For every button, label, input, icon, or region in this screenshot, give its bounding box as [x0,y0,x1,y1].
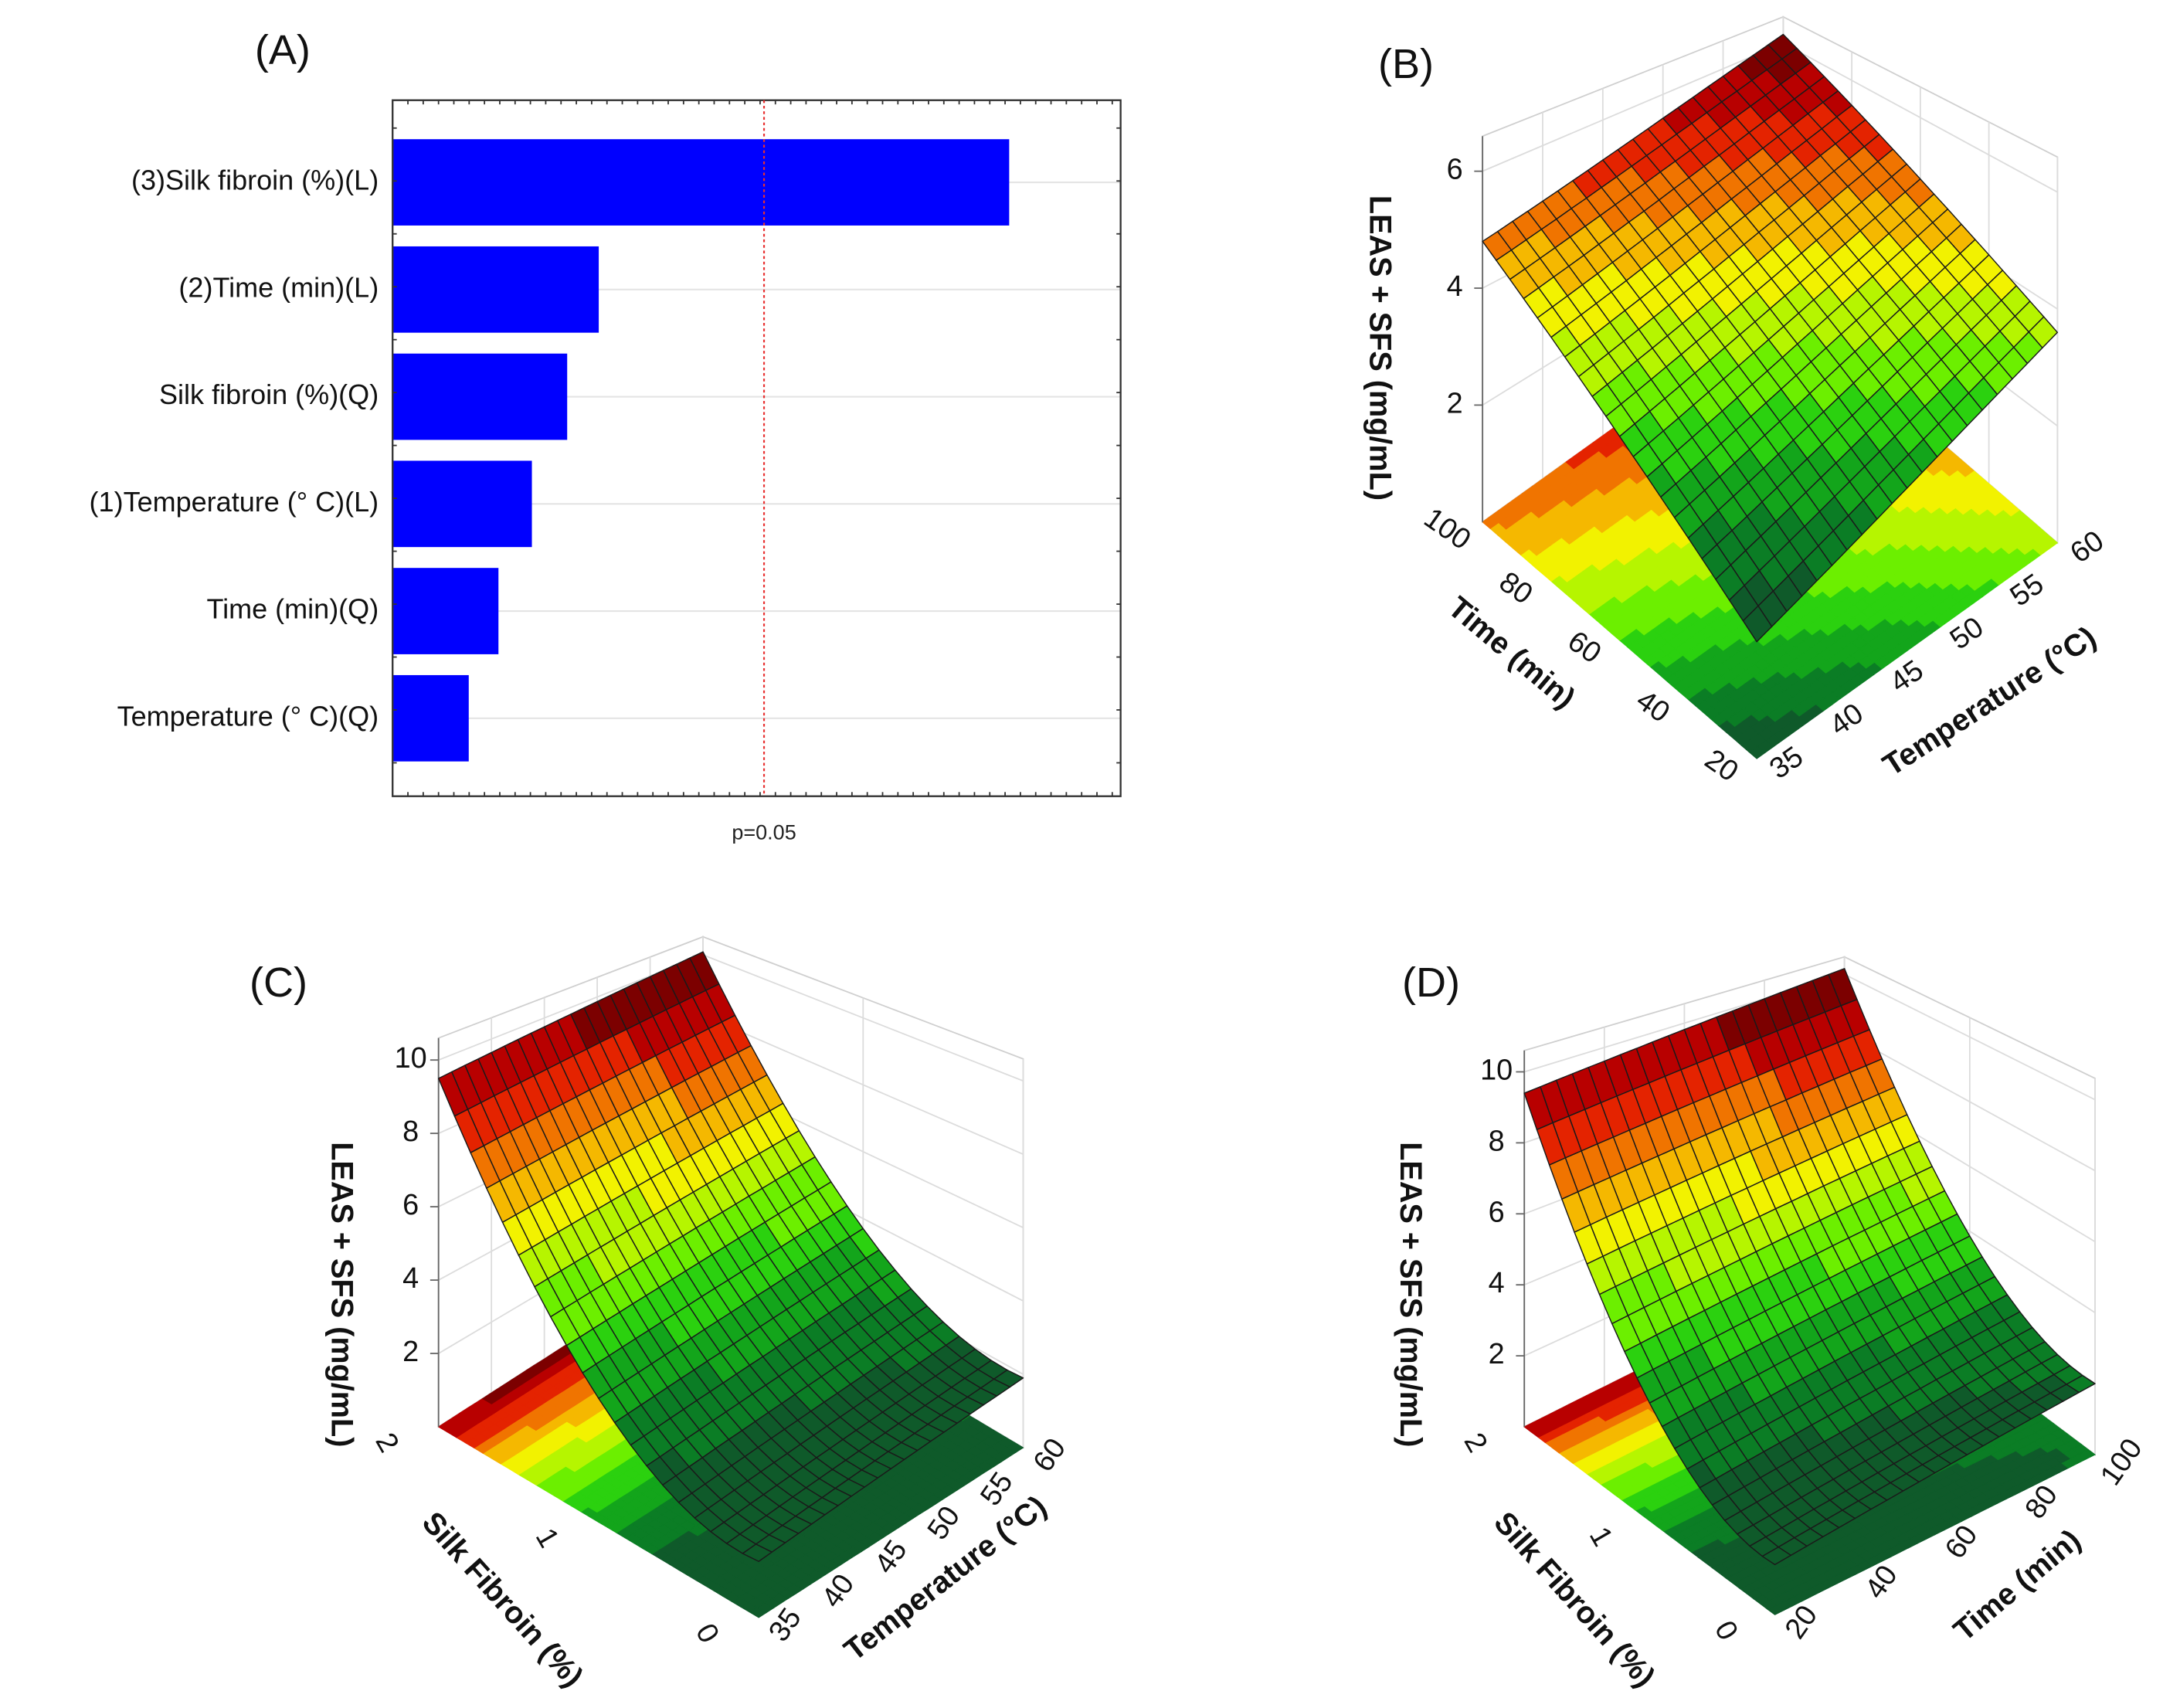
response-surface [1482,33,2059,643]
z-axis: 2 4 6 8 10 [1480,1050,1526,1428]
surface-plot-b: (B) 24635404550556020406080100Temperatur… [1363,15,2110,789]
x-tick-label: 60 [2065,525,2110,570]
y-tick-label: 100 [1418,502,1477,557]
frame-ticks [392,100,1121,796]
z-axis: 2 4 6 8 10 [395,1037,440,1428]
panel-label-a: (A) [255,27,311,73]
y-tick-label: 60 [1562,625,1608,671]
category-label: (3)Silk fibroin (%)(L) [131,165,379,196]
z-tick-label: 4 [1447,270,1463,303]
bar [392,353,568,440]
bar [392,460,532,548]
category-label: (1)Temperature (° C)(L) [90,486,379,518]
z-tick-label: 2 [402,1336,419,1368]
panel-label-b: (B) [1378,41,1434,87]
y-tick-label: 40 [1630,684,1676,729]
category-label: (2)Time (min)(L) [178,271,379,303]
z-tick-label: 6 [402,1189,419,1221]
y-tick-label: 20 [1699,743,1744,789]
z-tick-label: 2 [1447,387,1463,419]
y-tick-label: 1 [529,1523,565,1553]
bar [392,139,1010,226]
bar [392,568,499,654]
response-surface [1523,968,2096,1566]
surface-cell [742,1543,773,1562]
plot-frame [392,99,1122,797]
panel-label-d: (D) [1402,959,1460,1006]
y-tick-label: 2 [368,1428,405,1458]
panel-label-c: (C) [250,959,307,1006]
pareto-chart: (A) (3)Silk fibroin (%)(L) (2)Time (min)(… [90,27,1122,844]
bar [392,674,469,762]
category-label: Temperature (° C)(Q) [117,700,379,732]
z-tick-label: 8 [1489,1125,1505,1157]
z-axis-title: LEAS + SFS (mg/mL) [324,1142,358,1447]
z-tick-label: 10 [395,1042,427,1075]
x-tick-label: 60 [1027,1432,1073,1478]
z-tick-label: 4 [1489,1267,1505,1299]
response-surface [437,951,1024,1562]
z-axis-title: LEAS + SFS (mg/mL) [1363,195,1397,501]
z-tick-label: 4 [402,1262,419,1295]
z-tick-label: 10 [1480,1054,1513,1087]
category-label: Time (min)(Q) [206,593,379,625]
category-label: Silk fibroin (%)(Q) [159,379,379,410]
p-value-label: p=0.05 [732,821,796,844]
z-tick-label: 6 [1447,154,1463,186]
z-tick-label: 2 [1489,1338,1505,1370]
y-axis-title: Time (min) [1441,590,1581,715]
y-tick-label: 0 [689,1618,725,1649]
z-tick-label: 8 [402,1115,419,1148]
z-axis: 2 4 6 [1447,136,1484,522]
category-labels: (3)Silk fibroin (%)(L) (2)Time (min)(L) Si… [90,165,379,732]
z-tick-label: 6 [1489,1196,1505,1228]
surface-cell [1742,605,1773,643]
y-tick-label: 80 [1493,565,1539,611]
bars [392,139,1010,762]
bar [392,246,599,333]
